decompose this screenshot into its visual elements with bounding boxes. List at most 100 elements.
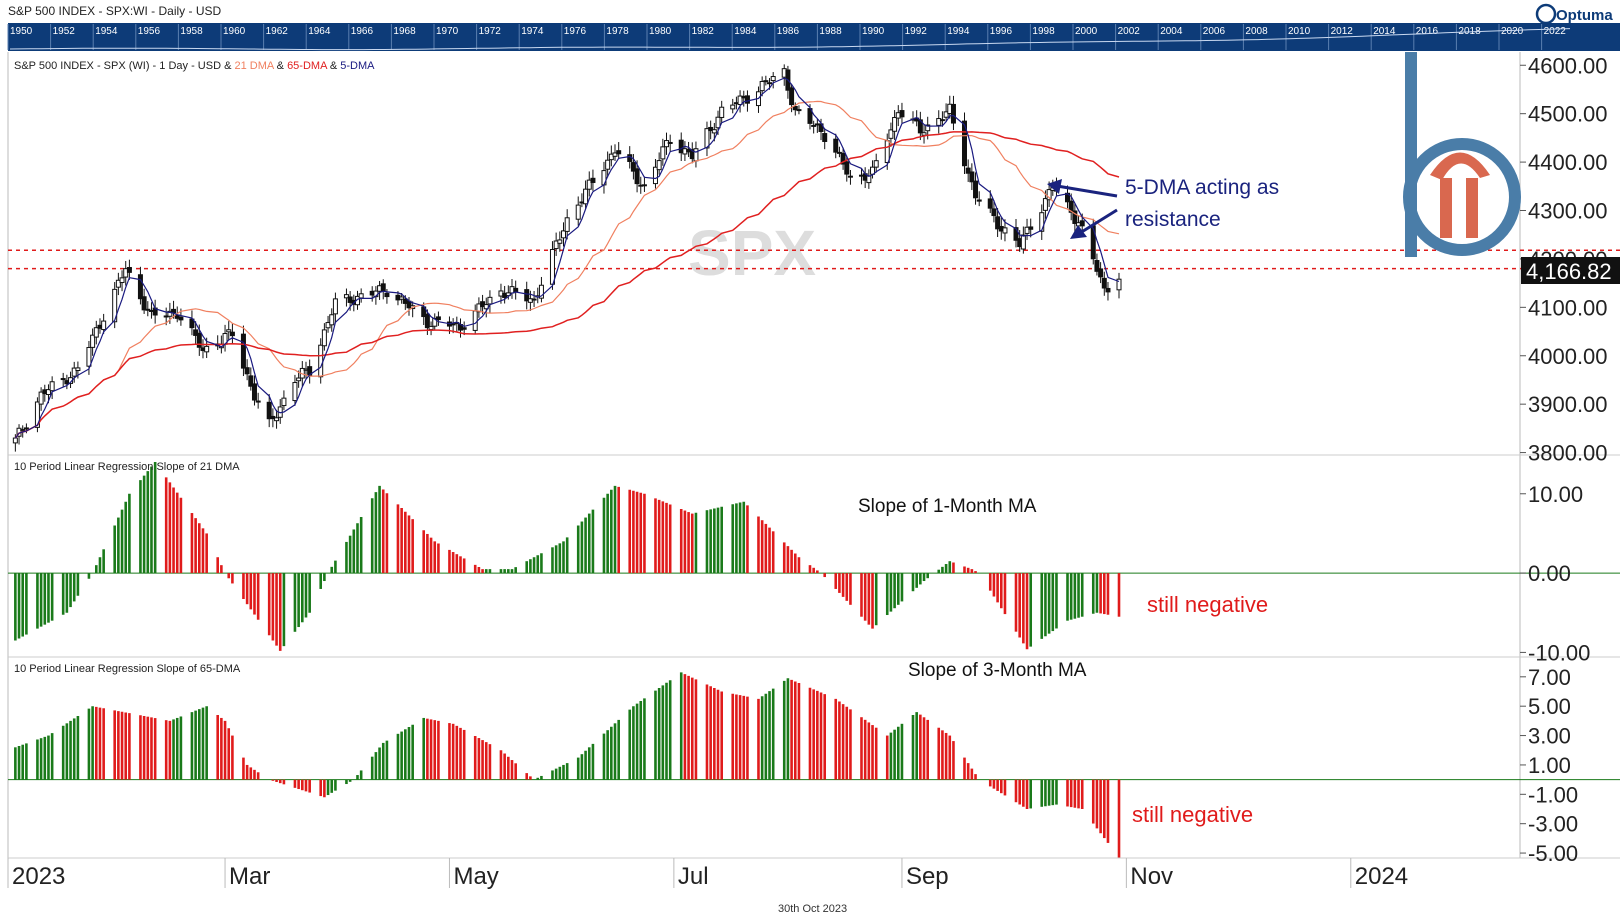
candle-body [936,118,942,126]
candle-body [343,294,349,299]
candle-body [189,318,195,329]
candle-body [1020,234,1026,250]
candle-body [995,216,1001,230]
candle-body [115,279,121,288]
slope-axis-label: -1.00 [1528,782,1578,807]
ma-65-line [14,131,1120,439]
candle-body [1002,227,1008,234]
candle-body [178,316,184,321]
candle-body [145,308,151,311]
time-axis[interactable]: 2023 Mar May Jul Sep Nov 2024 [7,858,1408,890]
candle-body [321,329,327,347]
candle-body [564,217,570,232]
candle-body [634,168,640,185]
price-axis-label: 4500.00 [1528,102,1608,127]
candle-body [1013,227,1019,241]
price-axis-label: 4400.00 [1528,150,1608,175]
candle-body [461,327,467,330]
candle-body [630,162,636,172]
overview-year-label: 1980 [649,26,672,37]
candle-body [424,313,430,329]
candle-body [616,150,622,155]
candle-body [1079,220,1085,227]
candle-body [925,124,931,132]
candle-body [380,283,386,292]
slope-21dma-panel[interactable]: 10.00 0.00 -10.00 10 Period Linear Regress… [8,461,1620,665]
candle-body [266,401,272,420]
annotation-line-2: resistance [1125,208,1221,231]
candle-body [656,160,662,171]
arrow-head-1 [1047,179,1062,194]
candle-body [204,345,210,353]
overview-year-label: 1992 [905,26,928,37]
candle-body [229,331,235,337]
last-price-tag [1521,257,1620,284]
legend-21dma: 21 DMA [234,60,274,72]
candle-body [538,284,544,299]
candle-body [296,377,302,382]
slope-axis-label: 3.00 [1528,724,1571,749]
candle-body [137,274,143,300]
candle-body [961,120,967,167]
candle-body [45,389,51,396]
overview-year-label: 1952 [53,26,76,37]
candle-body [20,429,26,432]
candle-body [921,132,927,136]
slope-axis-label: 0.00 [1528,561,1571,586]
candle-body [888,129,894,139]
overview-year-label: 1950 [10,26,33,37]
optuma-logo: Optuma [1535,3,1613,25]
candle-body [193,329,199,336]
overview-year-label: 1988 [819,26,842,37]
slope-axis-label: 10.00 [1528,482,1583,507]
footer-date: 30th Oct 2023 [778,903,847,915]
candle-body [549,249,555,285]
candle-body [1101,277,1107,289]
candle-body [1116,278,1122,291]
candle-body [524,289,530,302]
candle-body [75,367,81,371]
slope-axis-label: 1.00 [1528,753,1571,778]
candle-body [86,347,92,367]
candle-body [1039,212,1045,232]
ma-21-line [14,100,1120,439]
slope-21-status: still negative [1147,592,1268,617]
overview-price-line [9,28,1571,51]
logo-arc [1430,152,1490,180]
candle-body [476,303,482,313]
price-axis-label: 3800.00 [1528,441,1608,466]
time-axis-label: Jul [678,863,709,890]
time-axis-label: Sep [906,863,949,890]
candle-body [715,116,721,129]
price-legend: S&P 500 INDEX - SPX (WI) - 1 Day - USD &… [14,60,375,72]
price-panel[interactable]: SPX 4600.004500.004400.004300.004200.004… [8,52,1620,466]
candle-body [965,167,971,174]
candle-body [226,329,232,333]
slope-21-axis: 10.00 0.00 -10.00 [1520,482,1590,665]
price-axis-label: 4000.00 [1528,344,1608,369]
candle-body [329,314,335,326]
overview-year-label: 1974 [521,26,544,37]
overview-year-label: 2008 [1245,26,1268,37]
candle-body [708,126,714,132]
candle-body [123,268,129,278]
slope-65dma-panel[interactable]: 7.00 5.00 3.00 1.00 -1.00 -3.00 -5.00 10 Perio… [8,660,1620,866]
slope-21-caption: Slope of 1-Month MA [858,496,1037,517]
candle-body [1024,226,1030,234]
candle-body [744,95,750,104]
time-axis-label: Nov [1130,863,1173,890]
slope-axis-label: 5.00 [1528,694,1571,719]
candle-body [939,119,945,122]
price-axis-label: 3900.00 [1528,392,1608,417]
slope-axis-label: -10.00 [1528,640,1590,665]
candle-body [792,105,798,111]
candle-body [557,239,563,244]
candle-body [34,401,40,428]
overview-year-label: 1964 [308,26,331,37]
candle-body [1098,268,1104,278]
legend-text: S&P 500 INDEX - SPX (WI) - 1 Day - USD & [14,60,234,72]
candle-body [358,293,364,299]
candle-body [678,139,684,154]
slope-65-status: still negative [1132,802,1253,827]
candle-body [1094,260,1100,272]
